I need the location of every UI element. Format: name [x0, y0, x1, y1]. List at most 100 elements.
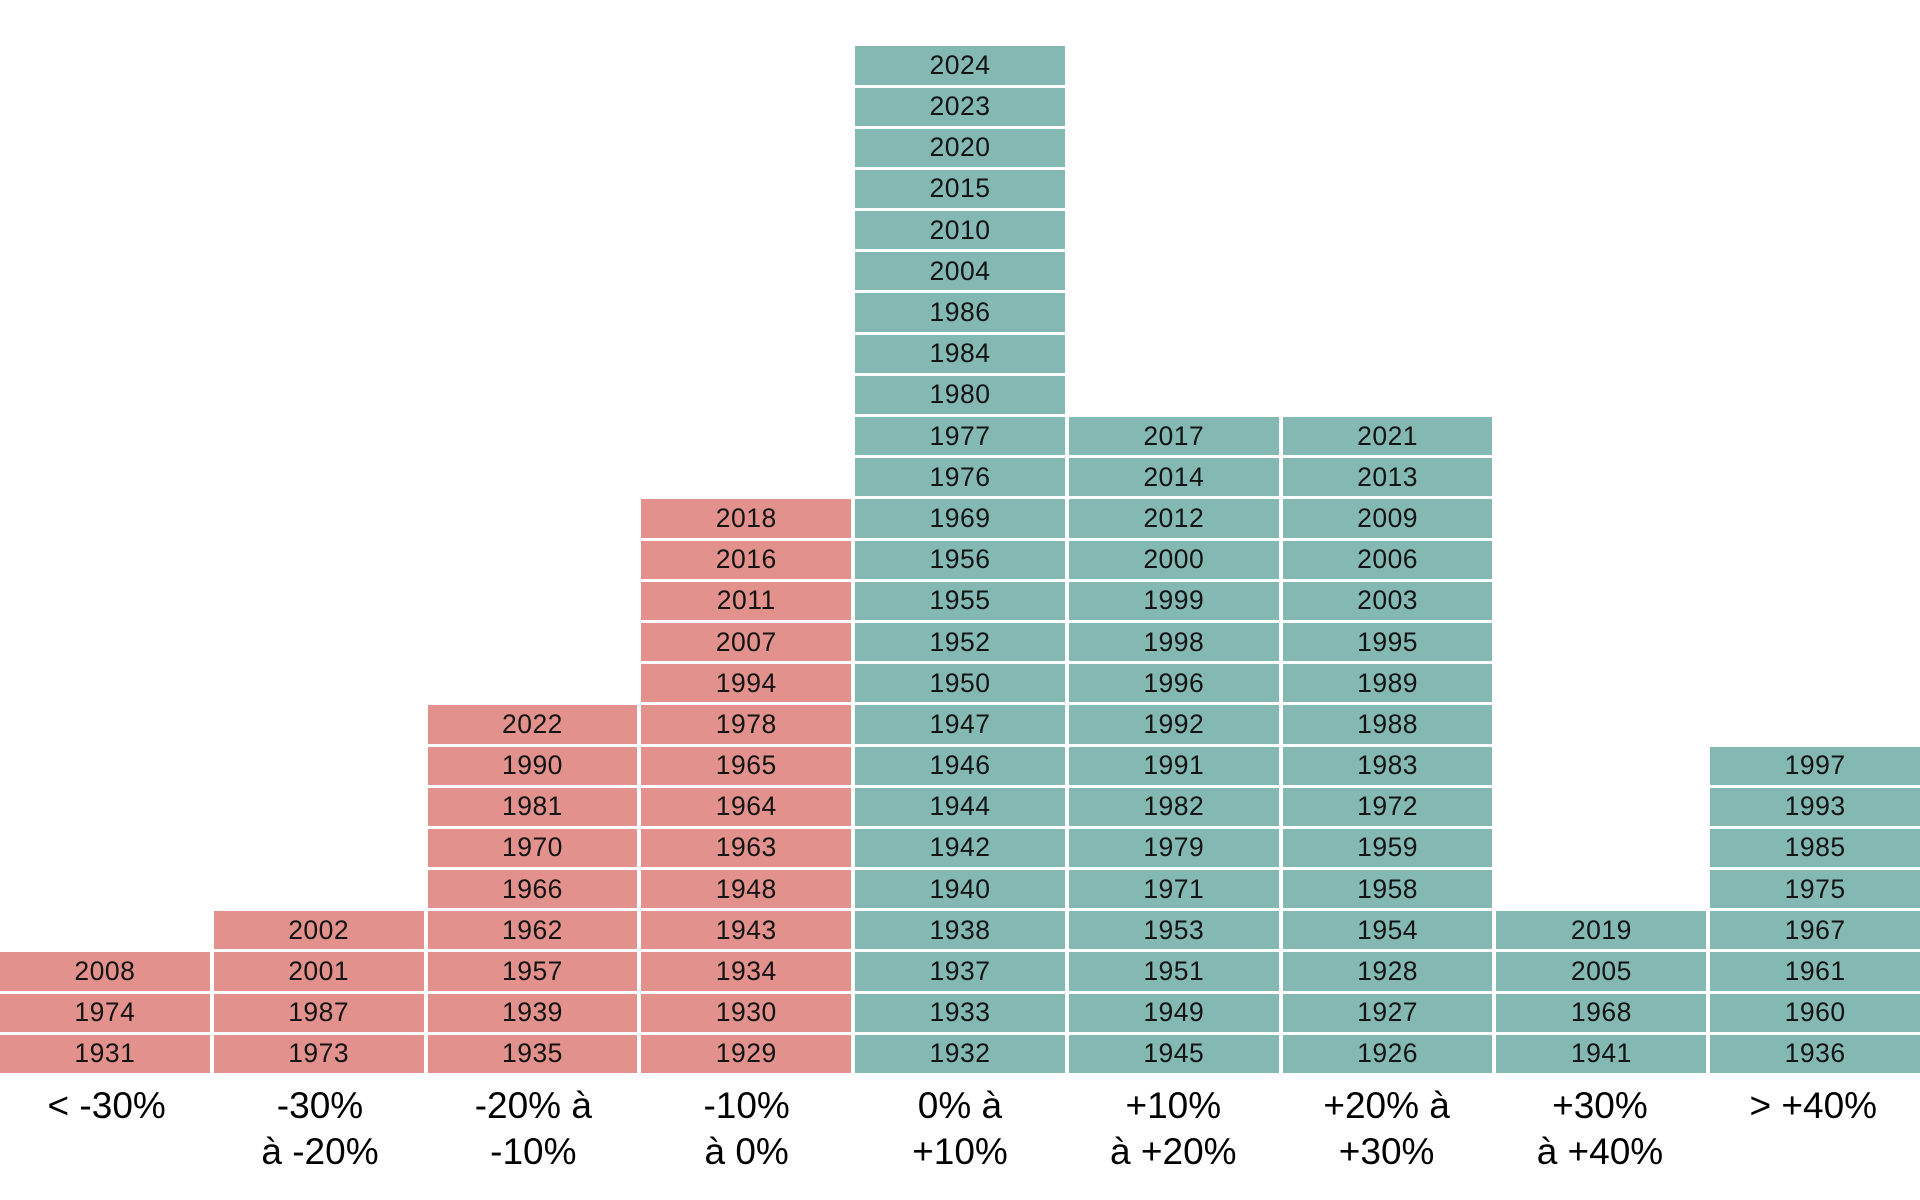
year-cell: 2006 — [1282, 540, 1493, 579]
year-cell: 1997 — [1710, 746, 1920, 785]
x-axis-label-line: > +40% — [1749, 1085, 1878, 1126]
x-axis-label-1: -30% à -20% — [213, 1073, 426, 1200]
x-axis-label-line: à -20% — [261, 1131, 379, 1172]
year-cell: 1932 — [855, 1034, 1065, 1073]
year-cell: 1986 — [855, 293, 1065, 332]
year-cell: 1975 — [1710, 870, 1920, 909]
year-cell: 1937 — [855, 952, 1065, 991]
x-axis-labels: < -30% -30% à -20% -20% à -10% -10% à 0% 0% à +1… — [0, 1073, 1920, 1200]
x-axis-label-line: à +20% — [1110, 1131, 1237, 1172]
year-cell: 1953 — [1068, 911, 1279, 950]
year-cell: 2007 — [641, 622, 852, 662]
x-axis-label-line: -10% — [490, 1131, 577, 1172]
year-cell: 2003 — [1282, 581, 1493, 620]
year-cell: 1965 — [641, 746, 852, 785]
x-axis-label-line: < -30% — [47, 1085, 166, 1126]
year-cell: 1947 — [855, 705, 1065, 744]
year-cell: 2015 — [855, 169, 1065, 209]
year-cell: 1995 — [1282, 622, 1493, 662]
year-cell: 2002 — [213, 911, 424, 950]
year-cell: 1955 — [855, 581, 1065, 620]
year-cell: 2008 — [0, 952, 210, 991]
x-axis-label-line: +30% — [1552, 1085, 1648, 1126]
x-axis-label-7: +30% à +40% — [1493, 1073, 1706, 1200]
year-cell: 1970 — [427, 828, 638, 868]
year-cell: 2020 — [855, 128, 1065, 167]
x-axis-label-line: -20% à — [474, 1085, 592, 1126]
x-axis-label-3: -10% à 0% — [640, 1073, 853, 1200]
x-axis-label-0: < -30% — [0, 1073, 213, 1200]
year-cell: 1945 — [1068, 1034, 1279, 1073]
year-cell: 2024 — [855, 46, 1065, 85]
year-cell: 1974 — [0, 993, 210, 1032]
year-cell: 1946 — [855, 746, 1065, 785]
year-cell: 2017 — [1068, 417, 1279, 456]
bar-column-0: 2008 1974 1931 — [0, 0, 212, 1073]
year-cell: 1938 — [855, 911, 1065, 950]
year-cell: 1966 — [427, 870, 638, 909]
year-cell: 1933 — [855, 993, 1065, 1032]
year-cell: 1944 — [855, 787, 1065, 826]
year-cell: 2000 — [1068, 540, 1279, 579]
year-cell: 1990 — [427, 746, 638, 785]
year-cell: 1942 — [855, 828, 1065, 868]
bar-column-6: 2021 2013 2009 2006 2003 1995 1989 1988 1983 1972… — [1281, 0, 1495, 1073]
bar-column-7: 2019 2005 1968 1941 — [1494, 0, 1708, 1073]
year-cell: 2021 — [1282, 417, 1493, 456]
year-cell: 2010 — [855, 211, 1065, 250]
year-cell: 1927 — [1282, 993, 1493, 1032]
year-cell: 1963 — [641, 828, 852, 868]
bars-area: 2008 1974 1931 2002 2001 1987 1973 2022 1990 1981… — [0, 0, 1920, 1073]
year-cell: 1957 — [427, 952, 638, 991]
x-axis-label-line: 0% à — [917, 1085, 1003, 1126]
year-cell: 1926 — [1282, 1034, 1493, 1073]
year-cell: 1941 — [1496, 1034, 1707, 1073]
bar-column-4: 2024 2023 2020 2015 2010 2004 1986 1984 1980 1977… — [853, 0, 1067, 1073]
year-cell: 1940 — [855, 870, 1065, 909]
year-cell: 1964 — [641, 787, 852, 826]
year-cell: 1978 — [641, 705, 852, 744]
year-cell: 2022 — [427, 705, 638, 744]
year-cell: 1943 — [641, 911, 852, 950]
year-cell: 2023 — [855, 87, 1065, 126]
year-cell: 1962 — [427, 911, 638, 950]
year-cell: 1969 — [855, 499, 1065, 538]
year-cell: 2019 — [1496, 911, 1707, 950]
year-cell: 2009 — [1282, 499, 1493, 538]
year-cell: 1930 — [641, 993, 852, 1032]
year-cell: 1949 — [1068, 993, 1279, 1032]
x-axis-label-8: > +40% — [1707, 1073, 1920, 1200]
year-cell: 1996 — [1068, 664, 1279, 703]
bar-column-1: 2002 2001 1987 1973 — [212, 0, 426, 1073]
x-axis-label-6: +20% à +30% — [1280, 1073, 1493, 1200]
year-cell: 2004 — [855, 252, 1065, 291]
year-cell: 1950 — [855, 664, 1065, 703]
year-cell: 1967 — [1710, 911, 1920, 950]
x-axis-label-line: -10% — [703, 1085, 790, 1126]
year-cell: 2011 — [641, 581, 852, 620]
year-cell: 2012 — [1068, 499, 1279, 538]
year-cell: 1979 — [1068, 828, 1279, 868]
year-cell: 1952 — [855, 622, 1065, 662]
year-cell: 2013 — [1282, 458, 1493, 497]
year-cell: 1935 — [427, 1034, 638, 1073]
year-cell: 1991 — [1068, 746, 1279, 785]
year-cell: 1958 — [1282, 870, 1493, 909]
year-cell: 1954 — [1282, 911, 1493, 950]
year-cell: 1983 — [1282, 746, 1493, 785]
year-cell: 2014 — [1068, 458, 1279, 497]
year-cell: 1929 — [641, 1034, 852, 1073]
bar-column-3: 2018 2016 2011 2007 1994 1978 1965 1964 1963 1948… — [639, 0, 853, 1073]
x-axis-label-line: +10% — [1125, 1085, 1222, 1126]
year-cell: 1989 — [1282, 664, 1493, 703]
x-axis-label-line: à +40% — [1536, 1131, 1664, 1172]
year-cell: 1994 — [641, 664, 852, 703]
year-cell: 1981 — [427, 787, 638, 826]
year-cell: 1936 — [1710, 1034, 1920, 1073]
year-cell: 1980 — [855, 375, 1065, 414]
year-cell: 2005 — [1496, 952, 1707, 991]
year-cell: 1956 — [855, 540, 1065, 579]
year-cell: 1971 — [1068, 870, 1279, 909]
year-cell: 1960 — [1710, 993, 1920, 1032]
